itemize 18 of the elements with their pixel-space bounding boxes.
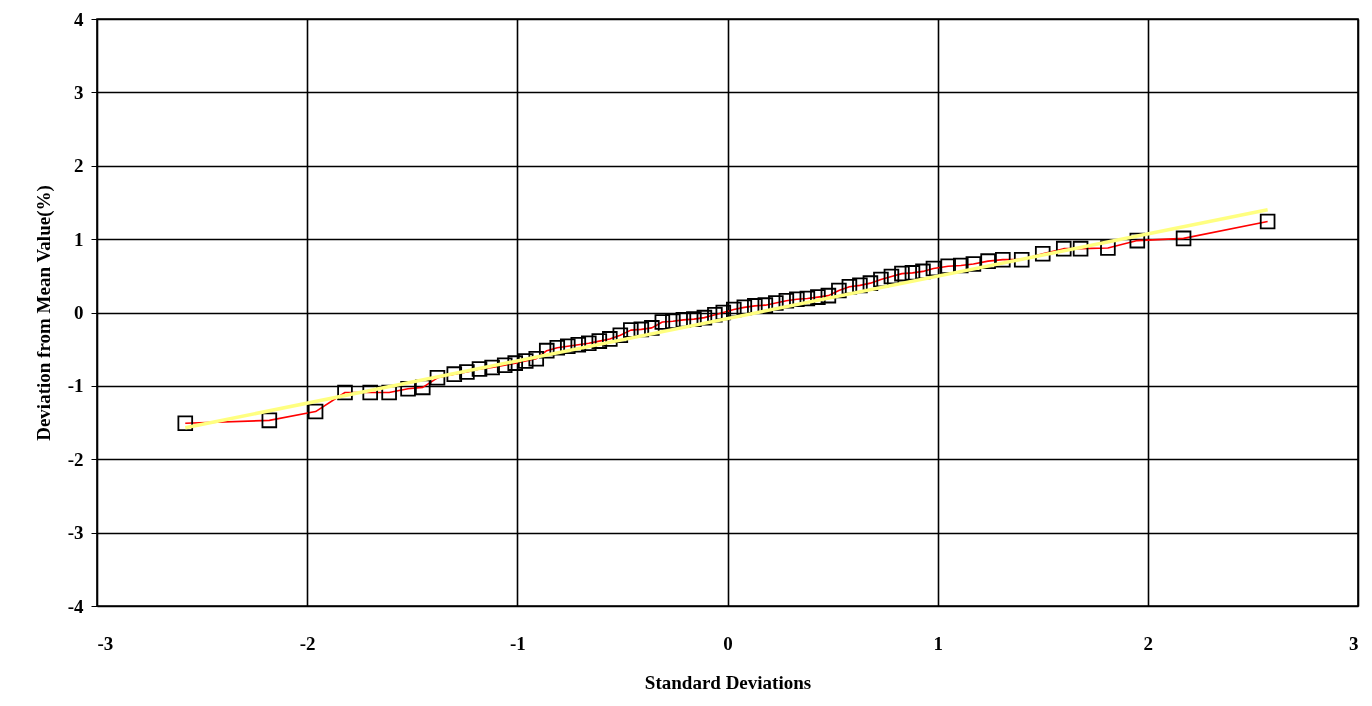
y-tick-label: -3 bbox=[67, 522, 84, 544]
y-tick-label: 4 bbox=[74, 8, 84, 30]
y-tick-label: 0 bbox=[74, 302, 84, 323]
x-tick-label: 1 bbox=[933, 632, 943, 654]
y-tick-label: -2 bbox=[67, 448, 84, 470]
x-tick-label: -3 bbox=[97, 632, 114, 654]
y-tick-label: -4 bbox=[67, 595, 84, 617]
x-tick-label: 3 bbox=[1349, 632, 1359, 654]
x-tick-label: -2 bbox=[299, 632, 316, 654]
y-tick-label: -1 bbox=[67, 375, 84, 397]
y-axis-title: Deviation from Mean Value(%) bbox=[32, 185, 55, 441]
x-tick-label: 2 bbox=[1143, 632, 1154, 654]
y-tick-label: 3 bbox=[74, 81, 84, 103]
x-axis-title: Standard Deviations bbox=[644, 671, 812, 693]
x-tick-label: 0 bbox=[723, 632, 733, 654]
y-tick-label: 1 bbox=[74, 228, 84, 250]
x-tick-label: -1 bbox=[509, 632, 526, 654]
y-tick-label: 2 bbox=[74, 155, 84, 177]
